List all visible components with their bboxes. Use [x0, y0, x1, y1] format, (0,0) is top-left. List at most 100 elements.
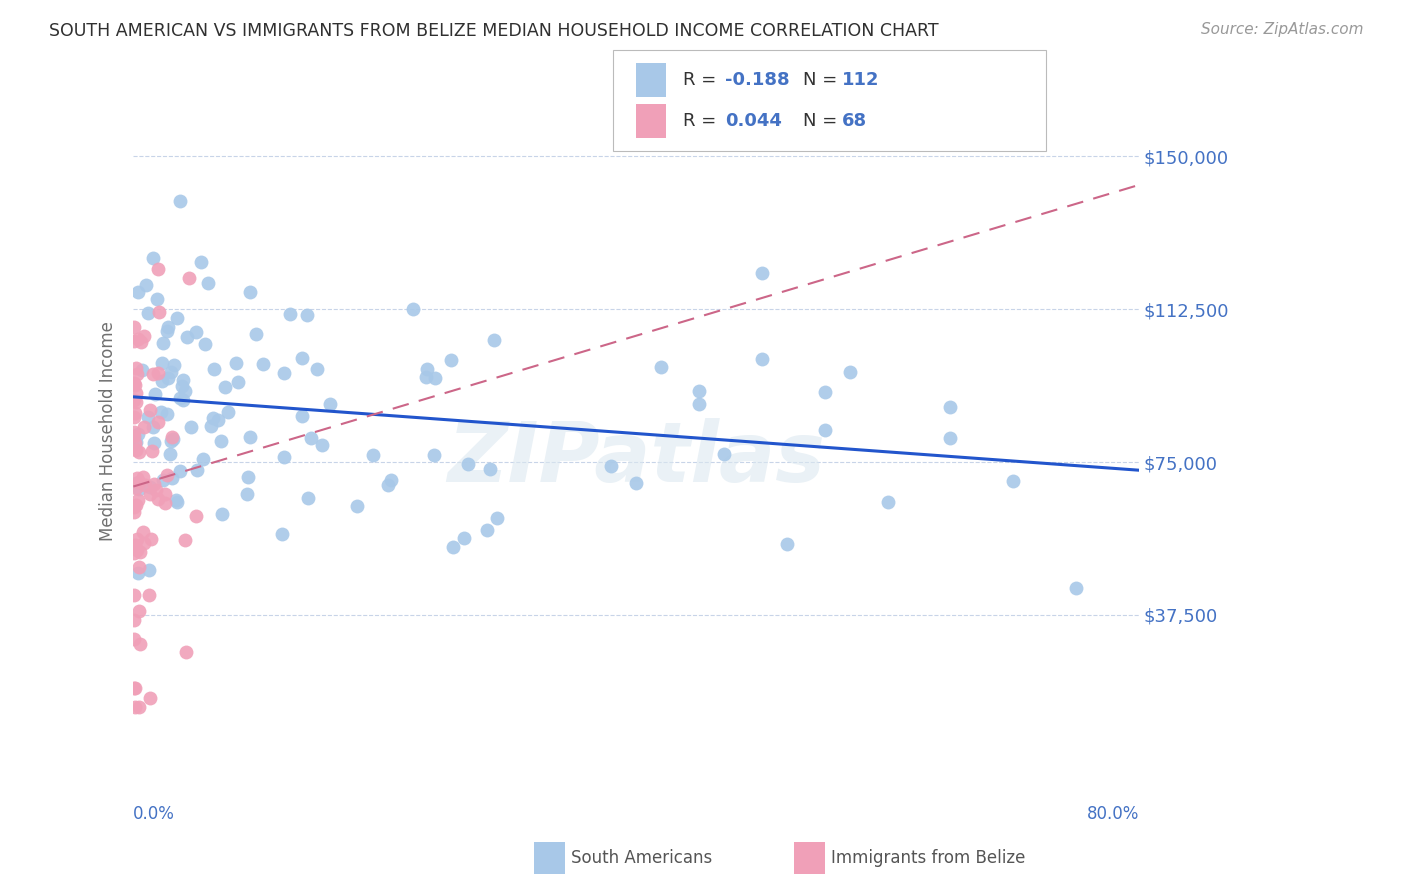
Point — [124, 632, 146, 647]
Point — [319, 397, 342, 411]
Text: 68: 68 — [842, 112, 868, 130]
Point — [361, 448, 384, 462]
Point — [122, 376, 145, 391]
Point — [125, 435, 148, 450]
Point — [135, 278, 157, 293]
Point — [273, 450, 295, 464]
Text: Immigrants from Belize: Immigrants from Belize — [831, 849, 1025, 867]
Point — [457, 457, 479, 471]
Point — [138, 589, 160, 603]
Point — [202, 362, 225, 376]
Point — [127, 471, 149, 485]
Point — [132, 329, 155, 343]
Point — [453, 532, 475, 546]
Point — [311, 438, 333, 452]
Point — [122, 546, 145, 560]
Point — [295, 308, 318, 322]
Point — [202, 411, 225, 425]
Point — [194, 336, 217, 351]
Point — [145, 483, 167, 497]
Point — [134, 477, 156, 491]
Point — [838, 365, 860, 379]
Point — [153, 496, 176, 510]
Point — [125, 361, 148, 376]
Point — [169, 464, 191, 478]
Point — [138, 563, 160, 577]
Point — [132, 469, 155, 483]
Point — [440, 352, 463, 367]
Point — [141, 444, 163, 458]
Text: ZIPatlas: ZIPatlas — [447, 417, 825, 499]
Point — [132, 525, 155, 540]
Point — [142, 367, 165, 381]
Point — [441, 540, 464, 554]
Point — [122, 429, 145, 443]
Point — [939, 431, 962, 445]
Point — [128, 545, 150, 559]
Point — [380, 473, 402, 487]
Point — [776, 537, 799, 551]
Point — [172, 373, 194, 387]
Text: R =: R = — [683, 70, 723, 88]
Point — [377, 478, 399, 492]
Point — [129, 335, 152, 350]
Point — [124, 681, 146, 695]
Point — [477, 523, 499, 537]
Point — [128, 475, 150, 490]
Point — [127, 566, 149, 580]
Point — [160, 434, 183, 449]
Point — [876, 495, 898, 509]
Point — [157, 319, 180, 334]
Point — [751, 352, 773, 367]
Point — [346, 499, 368, 513]
Point — [170, 378, 193, 392]
Point — [207, 413, 229, 427]
Point — [142, 420, 165, 434]
Text: South Americans: South Americans — [571, 849, 711, 867]
Point — [416, 361, 439, 376]
Point — [273, 366, 295, 380]
Point — [124, 435, 146, 450]
Point — [152, 336, 174, 351]
Point — [271, 527, 294, 541]
Point — [124, 699, 146, 714]
Text: N =: N = — [803, 112, 842, 130]
Point — [125, 481, 148, 495]
Point — [148, 305, 170, 319]
Point — [128, 604, 150, 618]
Point — [143, 476, 166, 491]
Point — [125, 532, 148, 546]
Point — [191, 452, 214, 467]
Point — [128, 560, 150, 574]
Point — [190, 254, 212, 268]
Point — [122, 613, 145, 627]
Point — [226, 375, 249, 389]
Point — [124, 538, 146, 552]
Point — [688, 384, 710, 399]
Y-axis label: Median Household Income: Median Household Income — [100, 321, 117, 541]
Point — [153, 487, 176, 501]
Point — [129, 637, 152, 651]
Point — [128, 445, 150, 459]
Point — [402, 302, 425, 317]
Point — [122, 681, 145, 695]
Text: SOUTH AMERICAN VS IMMIGRANTS FROM BELIZE MEDIAN HOUSEHOLD INCOME CORRELATION CHA: SOUTH AMERICAN VS IMMIGRANTS FROM BELIZE… — [49, 22, 939, 40]
Point — [291, 409, 314, 423]
Point — [132, 536, 155, 550]
Point — [125, 367, 148, 381]
Point — [209, 434, 232, 449]
Point — [134, 420, 156, 434]
Point — [239, 430, 262, 444]
Point — [125, 543, 148, 558]
Point — [160, 365, 183, 379]
Point — [200, 419, 222, 434]
Point — [127, 285, 149, 299]
Point — [143, 387, 166, 401]
Point — [478, 462, 501, 476]
Point — [156, 407, 179, 421]
Text: Source: ZipAtlas.com: Source: ZipAtlas.com — [1201, 22, 1364, 37]
Point — [169, 194, 191, 209]
Point — [169, 391, 191, 405]
Point — [127, 427, 149, 442]
Point — [159, 447, 181, 461]
